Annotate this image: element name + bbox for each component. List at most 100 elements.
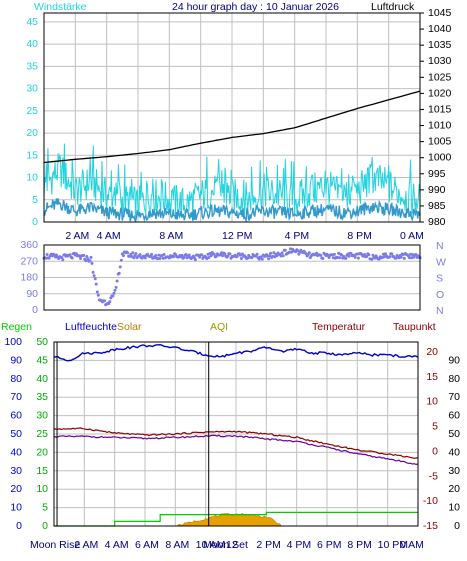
- direction-point: [68, 253, 72, 257]
- direction-tick-label: 180: [20, 272, 38, 284]
- temperature-tick-label: -15: [423, 520, 438, 532]
- direction-point: [108, 300, 112, 304]
- wind-tick-label: 45: [26, 16, 38, 28]
- luftfeuchte-label: Luftfeuchte: [65, 321, 117, 333]
- pressure-tick-label: 995: [428, 168, 446, 180]
- direction-point: [269, 251, 273, 255]
- direction-point: [111, 294, 115, 298]
- direction-point: [200, 253, 204, 257]
- x-tick-label: 10 AM: [196, 539, 226, 551]
- direction-point: [228, 252, 232, 256]
- x-tick-label: 4 PM: [287, 539, 312, 551]
- x-tick-label: 0 AM: [400, 539, 424, 551]
- wind-tick-label: 5: [32, 194, 38, 206]
- x-tick-label: 12: [226, 539, 238, 551]
- regen-tick-label: 10: [10, 502, 22, 514]
- x-tick-label: 6 PM: [317, 539, 342, 551]
- pressure-line: [43, 90, 421, 164]
- direction-point: [89, 255, 93, 259]
- direction-point: [162, 253, 166, 256]
- regen-tick-label: 100: [4, 336, 22, 348]
- humidity-tick-label: 80: [448, 373, 460, 385]
- direction-point: [184, 253, 188, 256]
- regen-tick-label: 40: [10, 446, 22, 458]
- windstaerke-label: Windstärke: [34, 1, 87, 13]
- regen-tick-label: 30: [10, 465, 22, 477]
- temperature-tick-label: 10: [426, 396, 438, 408]
- regen-tick-label: 50: [10, 428, 22, 440]
- direction-point: [365, 255, 369, 258]
- compass-label: S: [436, 273, 443, 285]
- secondary-tick-label: 35: [36, 391, 48, 403]
- direction-point: [172, 255, 175, 259]
- direction-point: [143, 256, 147, 260]
- wind-speed-line: [43, 198, 421, 224]
- pressure-tick-label: 1045: [428, 7, 452, 19]
- secondary-tick-label: 25: [36, 428, 48, 440]
- direction-point: [332, 252, 336, 256]
- direction-point: [85, 255, 89, 258]
- regen-tick-label: 70: [10, 391, 22, 403]
- direction-point: [367, 253, 371, 257]
- direction-point: [390, 252, 394, 256]
- x-tick-label: 4 PM: [285, 230, 310, 242]
- compass-label: N: [436, 305, 444, 317]
- pressure-tick-label: 1005: [428, 136, 452, 148]
- temperature-tick-label: 15: [426, 371, 438, 383]
- direction-point: [267, 257, 271, 261]
- secondary-tick-label: 40: [36, 373, 48, 385]
- direction-point: [82, 253, 86, 257]
- direction-tick-label: 90: [26, 288, 38, 300]
- direction-point: [353, 255, 357, 259]
- temperature-line: [53, 427, 419, 459]
- direction-point: [93, 277, 97, 281]
- direction-panel-frame: [43, 244, 421, 311]
- direction-point: [338, 256, 342, 260]
- humidity-tick-label: 40: [448, 446, 460, 458]
- direction-point: [272, 251, 276, 255]
- direction-point: [131, 251, 135, 255]
- pressure-tick-label: 1035: [428, 39, 452, 51]
- solar-label: Solar: [117, 321, 142, 333]
- x-tick-label: 12 PM: [222, 230, 252, 242]
- wind-tick-label: 30: [26, 83, 38, 95]
- direction-point: [268, 254, 272, 258]
- secondary-tick-label: 30: [36, 410, 48, 422]
- secondary-tick-label: 45: [36, 354, 48, 366]
- pressure-tick-label: 1025: [428, 71, 452, 83]
- climate-panel: 0102030405060708090100051015202530354045…: [4, 336, 460, 551]
- direction-point: [115, 279, 119, 283]
- pressure-tick-label: 1020: [428, 87, 452, 99]
- x-tick-label: 4 AM: [105, 539, 129, 551]
- direction-point: [399, 255, 403, 259]
- direction-point: [92, 274, 96, 278]
- direction-point: [321, 257, 325, 260]
- regen-tick-label: 0: [16, 520, 22, 532]
- pressure-tick-label: 985: [428, 200, 446, 212]
- humidity-tick-label: 90: [448, 354, 460, 366]
- direction-point: [347, 254, 351, 258]
- direction-point: [134, 252, 138, 256]
- direction-tick-label: 0: [32, 304, 38, 316]
- x-tick-label: 4 AM: [97, 230, 121, 242]
- direction-point: [84, 259, 88, 263]
- temperature-tick-label: -10: [423, 495, 438, 507]
- moon-rise-label: Moon Rise: [30, 539, 80, 551]
- pressure-tick-label: 1030: [428, 55, 452, 67]
- compass-label: W: [436, 256, 446, 268]
- temperature-tick-label: 20: [426, 346, 438, 358]
- direction-point: [255, 252, 259, 256]
- direction-point: [88, 259, 92, 263]
- x-tick-label: 2 PM: [256, 539, 281, 551]
- direction-point: [47, 256, 51, 260]
- direction-point: [394, 256, 398, 260]
- x-tick-label: 8 AM: [165, 539, 189, 551]
- direction-point: [384, 252, 387, 256]
- humidity-tick-label: 10: [448, 502, 460, 514]
- regen-label: Regen: [1, 321, 32, 333]
- taupunkt-label: Taupunkt: [393, 321, 436, 333]
- direction-point: [96, 293, 100, 297]
- pressure-tick-label: 1015: [428, 103, 452, 115]
- humidity-line: [53, 343, 419, 362]
